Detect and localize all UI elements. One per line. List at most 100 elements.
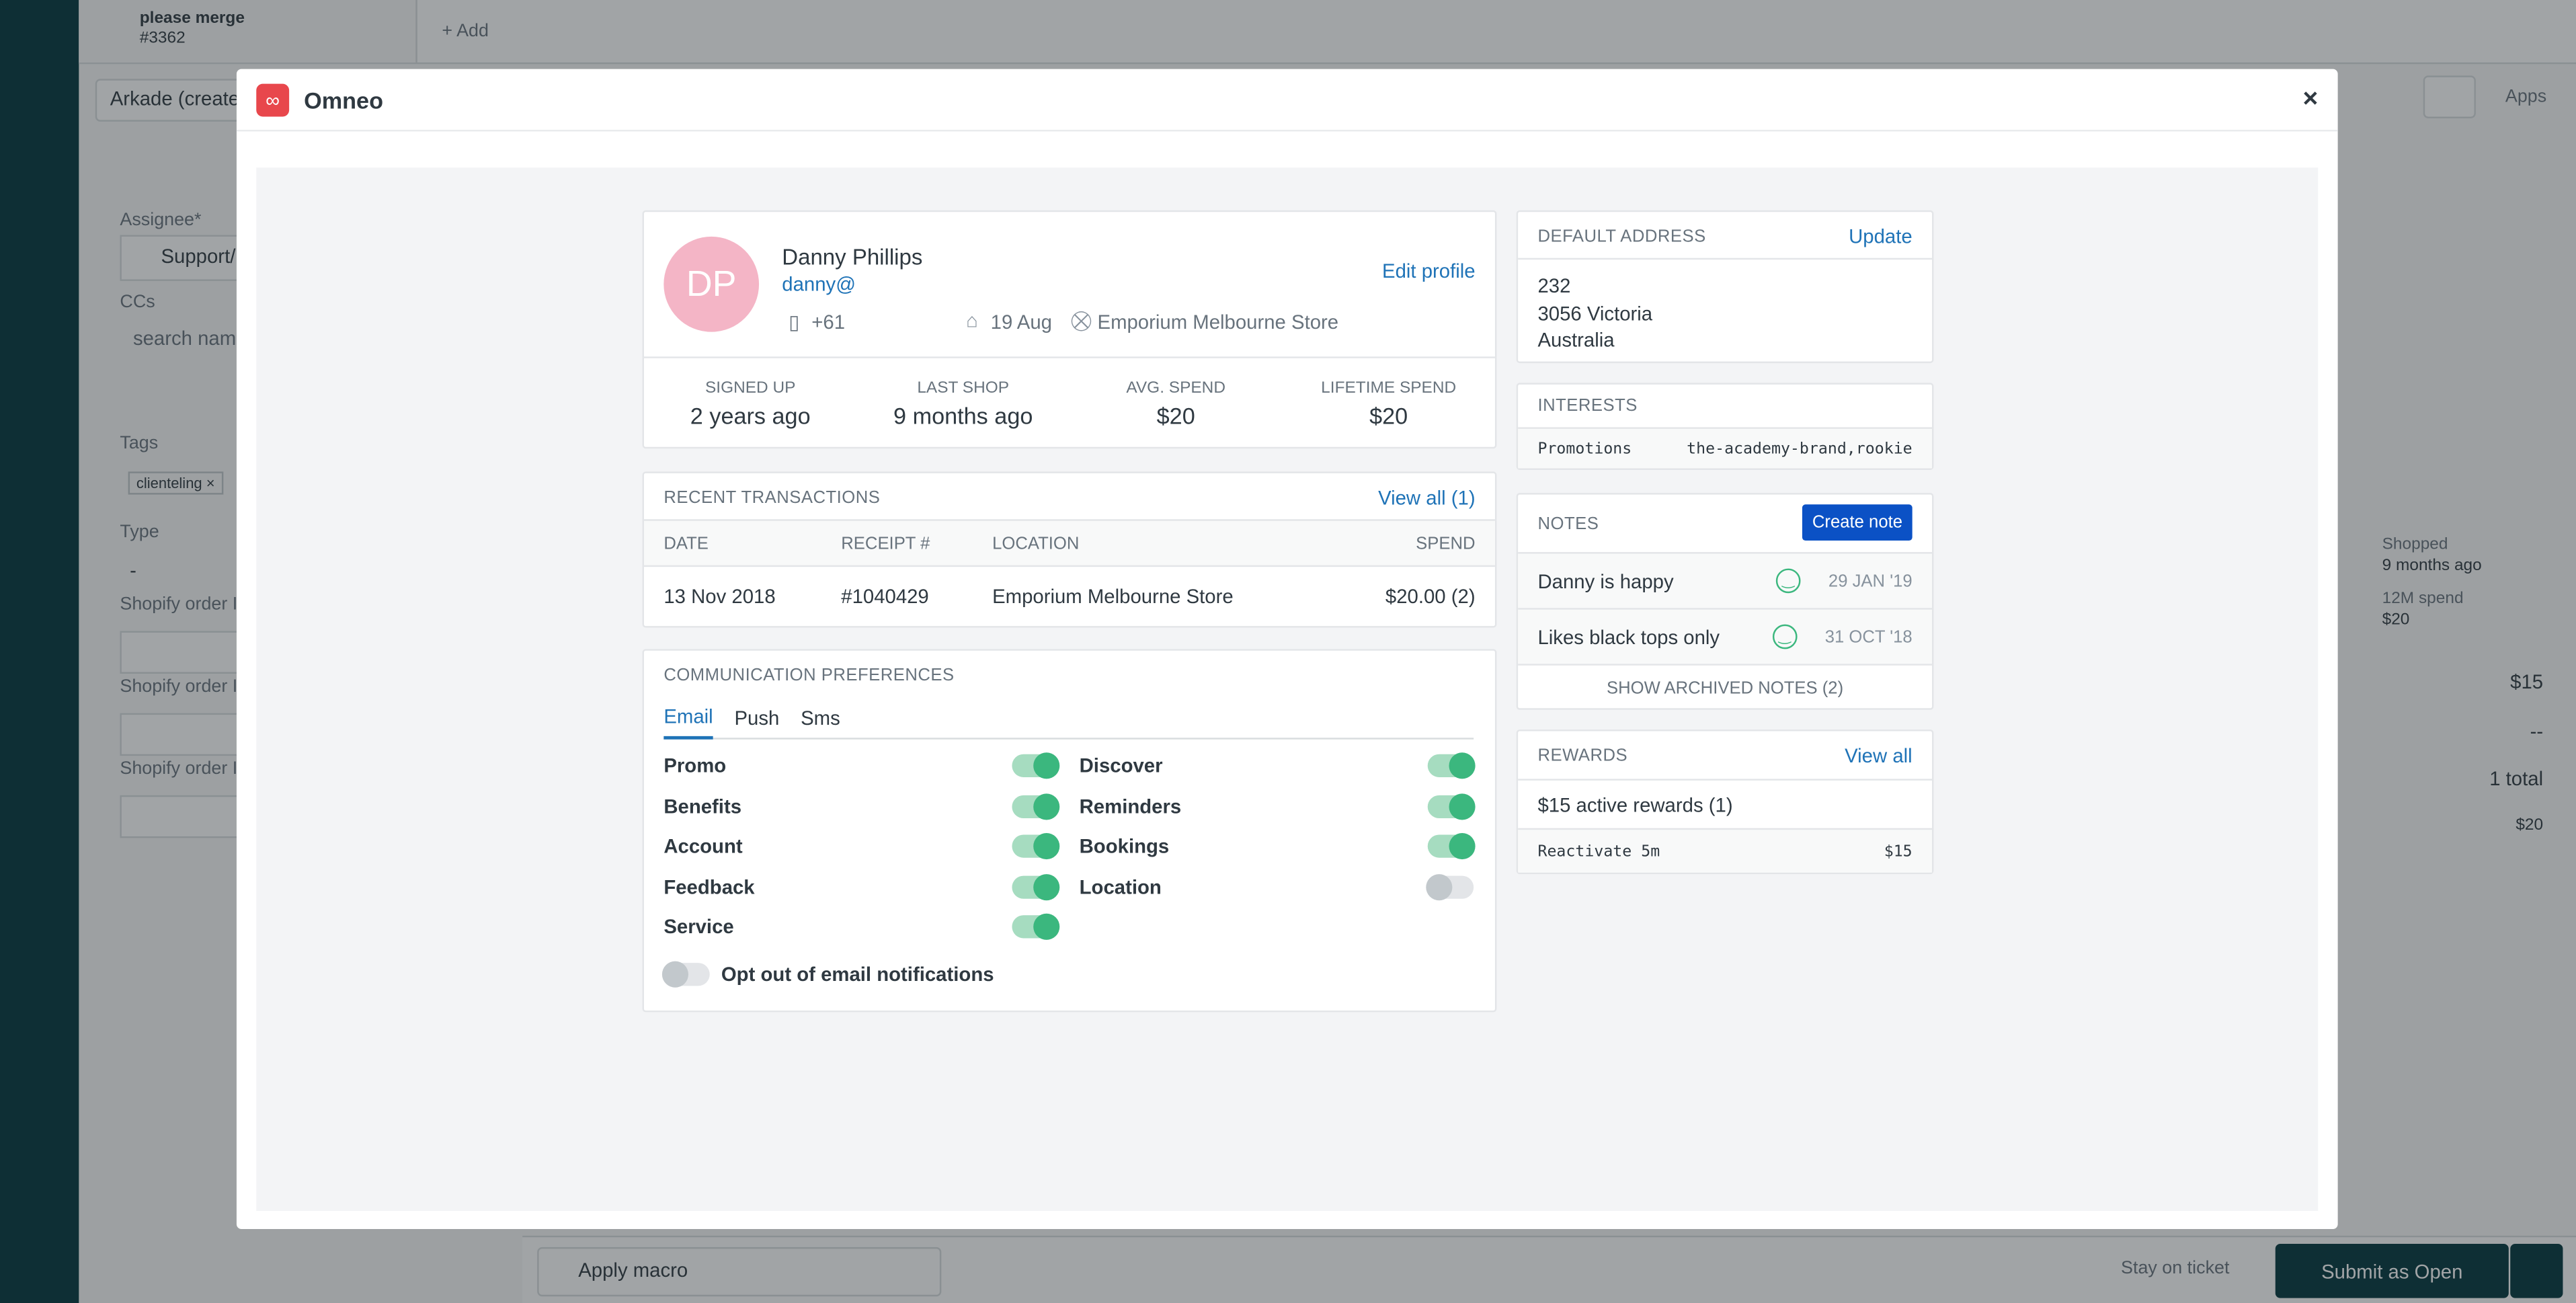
opt-out-label: Opt out of email notifications (721, 963, 994, 986)
note-sentiment-icon: ‿ (1772, 624, 1798, 649)
type-value[interactable]: - (130, 558, 136, 582)
side-value: $20 (2515, 816, 2544, 835)
profile-card: DP Danny Phillips danny@ ▯ +61 ⌂ 19 Aug … (642, 210, 1497, 449)
reward-row: Reactivate 5m $15 (1518, 830, 1932, 873)
toggle[interactable] (1012, 752, 1060, 779)
assignee[interactable]: Support/ (161, 245, 236, 268)
toggle[interactable] (1012, 833, 1060, 860)
toggle-knob (1449, 833, 1476, 860)
note-text: Likes black tops only (1537, 625, 1720, 649)
toggle[interactable] (1012, 793, 1060, 820)
column-header: DATE (663, 533, 709, 553)
field-label: Tags (120, 434, 159, 454)
table-body: 13 Nov 2018 #1040429 Emporium Melbourne St… (644, 567, 1495, 626)
store-icon: ⛒ (1071, 309, 1092, 332)
tag[interactable]: clienteling × (128, 471, 223, 495)
card-title: DEFAULT ADDRESS (1537, 227, 1706, 247)
field-input[interactable] (120, 713, 255, 756)
side-value: -- (2530, 719, 2544, 743)
preference-label: Benefits (663, 794, 742, 818)
tab-id: #3362 (139, 29, 186, 48)
interest-value: the-academy-brand,rookie (1687, 439, 1913, 458)
field-label: Type (120, 522, 159, 543)
stat-value: 2 years ago (690, 401, 811, 428)
toggle-knob (1033, 873, 1060, 900)
stay-on-ticket[interactable]: Stay on ticket (2121, 1259, 2230, 1279)
toggle-knob (1449, 752, 1476, 779)
toggle[interactable] (661, 961, 710, 988)
interest-key: Promotions (1537, 439, 1632, 458)
side-value: 9 months ago (2382, 557, 2482, 576)
add-tab[interactable]: + Add (442, 21, 489, 42)
field-label: Shopify order II (120, 676, 243, 697)
stat: SIGNED UP 2 years ago (644, 379, 856, 428)
stat-value: $20 (1369, 401, 1408, 428)
address-line: Australia (1537, 328, 1615, 352)
rewards-card: REWARDS View all $15 active rewards (1) … (1516, 729, 1934, 875)
tab[interactable]: Push (734, 705, 780, 729)
side-value: $20 (2382, 611, 2410, 630)
toggle[interactable] (1427, 752, 1476, 779)
table-cell: 13 Nov 2018 (663, 585, 776, 608)
toggle[interactable] (1427, 793, 1476, 820)
create-note-button[interactable]: Create note (1802, 504, 1913, 541)
profile-birthday: 19 Aug (990, 310, 1052, 334)
edit-profile[interactable]: Edit profile (1382, 260, 1476, 283)
stat-value: 9 months ago (893, 401, 1033, 428)
tab[interactable] (79, 0, 417, 63)
note-sentiment-icon: ‿ (1775, 568, 1801, 594)
stat-label: SIGNED UP (705, 379, 796, 397)
field-label: CCs (120, 292, 155, 313)
stat: LIFETIME SPEND $20 (1282, 379, 1494, 428)
stat-label: LAST SHOP (917, 379, 1010, 397)
submit-button[interactable]: Submit as Open (2275, 1244, 2509, 1298)
preference-label: Bookings (1079, 834, 1170, 858)
note-row: Danny is happy ‿ 29 JAN '19 (1518, 552, 1933, 608)
next-button[interactable] (2423, 75, 2476, 118)
field-input[interactable] (120, 631, 255, 674)
table-cell: Emporium Melbourne Store (992, 585, 1234, 608)
close-button[interactable]: × (2302, 84, 2319, 113)
profile-store: Emporium Melbourne Store (1097, 310, 1339, 334)
address-line: 3056 Victoria (1537, 301, 1653, 325)
cc-input[interactable]: search nam (132, 327, 237, 350)
profile-email[interactable]: danny@ (782, 272, 856, 296)
macro-select[interactable] (537, 1247, 942, 1297)
preference-row: Discover (1080, 749, 1476, 782)
show-archived[interactable]: SHOW ARCHIVED NOTES (2) (1518, 664, 1933, 709)
preference-row: Account (663, 830, 1060, 863)
toggle[interactable] (1012, 873, 1060, 900)
toggle[interactable] (1427, 833, 1476, 860)
tab[interactable]: Email (663, 704, 713, 739)
tab[interactable]: Sms (801, 705, 840, 729)
requester[interactable]: Arkade (create (110, 87, 240, 110)
toggle-knob (1426, 873, 1453, 900)
preference-row: Service (663, 910, 1060, 943)
note-date: 29 JAN '19 (1828, 571, 1913, 591)
toggle[interactable] (1012, 913, 1060, 940)
notes-card: NOTES Create note Danny is happy ‿ 29 JAN … (1516, 493, 1934, 710)
profile-name: Danny Phillips (782, 245, 923, 270)
side-value: 1 total (2489, 767, 2544, 791)
modal-header: ∞ Omneo × (236, 69, 2338, 132)
interest-list: Promotions the-academy-brand,rookie (1518, 427, 1933, 469)
stat-value: $20 (1156, 401, 1195, 428)
view-all-rewards[interactable]: View all (1845, 744, 1913, 768)
opt-out: Opt out of email notifications (661, 961, 994, 988)
apps-button[interactable]: Apps (2505, 87, 2547, 107)
reward-list: Reactivate 5m $15 (1518, 828, 1933, 873)
update-address[interactable]: Update (1849, 225, 1913, 249)
preference-row: Feedback (663, 870, 1060, 903)
address-line: 232 (1537, 274, 1571, 298)
apply-macro[interactable]: Apply macro (578, 1259, 688, 1282)
note-row: Likes black tops only ‿ 31 OCT '18 (1518, 608, 1933, 664)
side-value: $15 (2510, 670, 2544, 694)
toggle[interactable] (1426, 873, 1474, 900)
preference-label: Location (1079, 875, 1162, 898)
view-all-transactions[interactable]: View all (1) (1378, 486, 1476, 510)
note-date: 31 OCT '18 (1824, 627, 1913, 647)
toggle-knob (1033, 793, 1060, 820)
card-title: RECENT TRANSACTIONS (663, 487, 881, 508)
content-panel: DP Danny Phillips danny@ ▯ +61 ⌂ 19 Aug … (256, 167, 2319, 1212)
stat: AVG. SPEND $20 (1070, 379, 1282, 428)
